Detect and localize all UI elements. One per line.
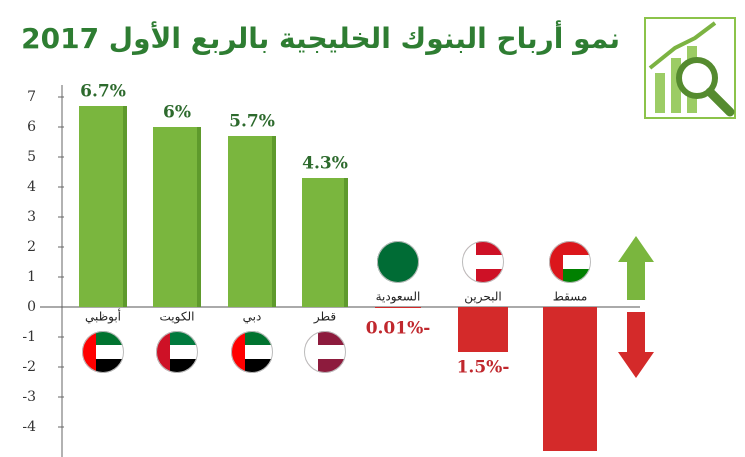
y-tick-label: -3 — [22, 389, 36, 405]
value-label: 4.3% — [302, 154, 348, 174]
x-tick-label: أبوظبي — [85, 309, 121, 325]
y-tick-label: 4 — [27, 179, 36, 195]
x-tick-label: الكويت — [160, 310, 195, 325]
x-tick-label: قطر — [313, 310, 336, 325]
bar-shade — [123, 106, 127, 307]
flag-rim — [304, 331, 346, 373]
value-label: 0.01%- — [366, 319, 431, 339]
y-tick-label: 0 — [27, 299, 36, 315]
flag-rim — [377, 241, 419, 283]
flags — [82, 241, 591, 373]
bar-shade — [344, 178, 348, 307]
bar-shade — [197, 127, 201, 307]
y-tick-label: -4 — [22, 419, 36, 435]
value-label: 1.5%- — [457, 358, 510, 378]
x-tick-label: السعودية — [376, 290, 421, 305]
y-tick-label: 5 — [27, 149, 36, 165]
chart-title: نمو أرباح البنوك الخليجية بالربع الأول 2… — [21, 20, 620, 55]
bar — [153, 127, 201, 307]
icon — [644, 17, 736, 119]
up-arrow — [618, 236, 654, 300]
y-tick-label: 1 — [27, 269, 36, 285]
bar-shade — [272, 136, 276, 307]
value-label: 6% — [163, 103, 191, 123]
flag-rim — [549, 241, 591, 283]
y-tick-label: -1 — [22, 329, 36, 345]
down-arrow — [618, 312, 654, 378]
x-tick-label: البحرين — [464, 290, 501, 305]
x-tick-label: مسقط — [553, 290, 588, 304]
y-tick-label: 7 — [27, 89, 36, 105]
y-tick-label: 6 — [27, 119, 36, 135]
y-tick-label: -2 — [22, 359, 36, 375]
y-tick-label: 2 — [27, 239, 36, 255]
value-label: 6.7% — [80, 82, 126, 102]
flag-rim — [462, 241, 504, 283]
bar — [375, 307, 421, 308]
y-tick-label: 3 — [27, 209, 36, 225]
value-label: 5.7% — [229, 112, 275, 132]
bar — [302, 178, 348, 307]
flag-rim — [82, 331, 124, 373]
bar — [543, 307, 597, 451]
flag-rim — [156, 331, 198, 373]
bar — [79, 106, 127, 307]
bar — [458, 307, 508, 352]
flag-rim — [231, 331, 273, 373]
bar — [228, 136, 276, 307]
x-tick-label: دبي — [243, 310, 262, 324]
